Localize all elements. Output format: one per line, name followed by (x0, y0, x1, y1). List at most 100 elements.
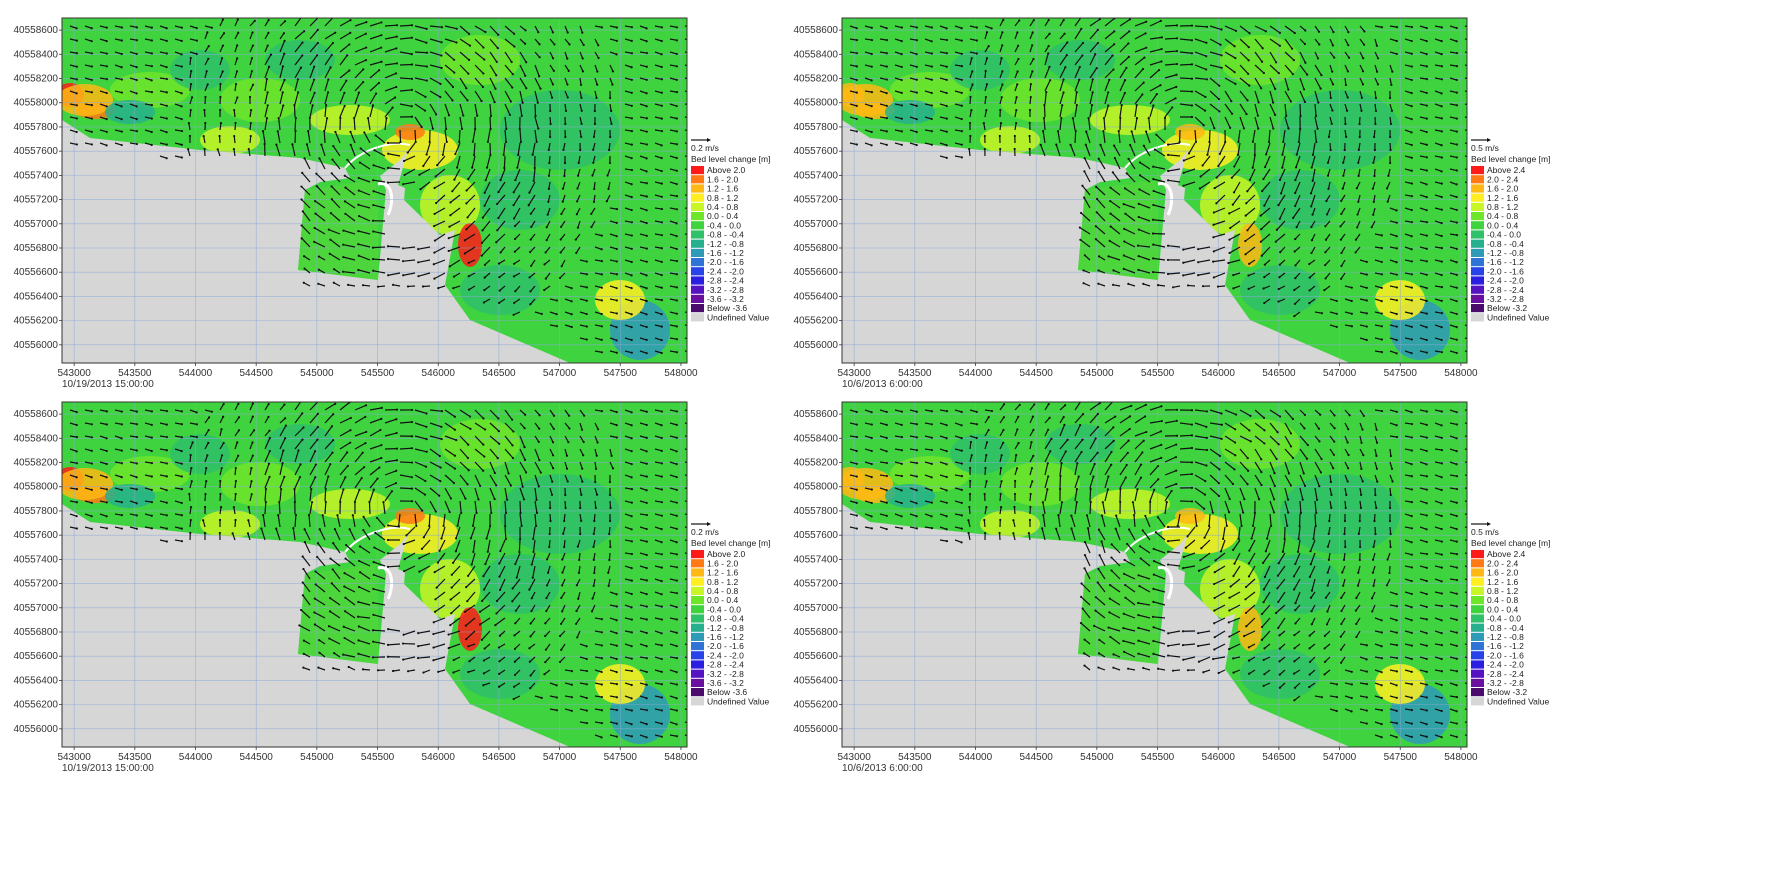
legend-swatch (691, 294, 704, 303)
bed-change-patch (1240, 265, 1320, 315)
y-tick-label: 40556400 (794, 291, 839, 302)
bed-change-patch (220, 462, 300, 506)
y-tick-label: 40557000 (794, 219, 839, 230)
y-tick-label: 40556800 (794, 243, 839, 254)
bed-change-patch (500, 90, 620, 170)
legend-swatch (691, 651, 704, 660)
timestamp-label: 10/6/2013 6:00:00 (842, 379, 923, 390)
legend-item-label: -2.8 - -2.4 (1487, 669, 1524, 679)
x-tick-label: 543500 (898, 752, 932, 763)
legend-swatch (1471, 568, 1484, 577)
x-tick-label: 546000 (422, 368, 456, 379)
x-tick-label: 544000 (179, 368, 213, 379)
legend-item-label: 1.6 - 2.0 (1487, 568, 1518, 578)
x-tick-label: 543000 (57, 368, 91, 379)
legend-swatch (1471, 642, 1484, 651)
legend-swatch (691, 632, 704, 641)
x-tick-label: 546500 (482, 368, 516, 379)
bed-change-patch (310, 105, 390, 135)
legend-swatch (691, 678, 704, 687)
harbour-basin (1078, 180, 1158, 280)
legend-swatch (1471, 605, 1484, 614)
bed-change-patch (1220, 419, 1300, 469)
bed-change-patch (62, 84, 113, 116)
y-tick-label: 40557400 (794, 170, 839, 181)
legend-item-label: -2.8 - -2.4 (707, 660, 744, 670)
y-tick-label: 40557000 (14, 603, 59, 614)
y-tick-label: 40558400 (14, 49, 59, 60)
legend-item-label: 0.8 - 1.2 (707, 193, 738, 203)
map-svg: 40558600 40558400 40558200 40558000 40557800… (14, 17, 770, 390)
legend-swatch (1471, 678, 1484, 687)
legend-item-label: -3.2 - -2.8 (1487, 294, 1524, 304)
x-tick-label: 544000 (179, 752, 213, 763)
legend-item-label: 0.4 - 0.8 (1487, 211, 1518, 221)
legend-item-label: 1.6 - 2.0 (707, 174, 738, 184)
legend-item-label: 0.0 - 0.4 (1487, 220, 1518, 230)
y-tick-label: 40558600 (14, 25, 59, 36)
y-tick-label: 40558600 (794, 25, 839, 36)
y-tick-label: 40557000 (14, 219, 59, 230)
timestamp-label: 10/19/2013 15:00:00 (62, 379, 154, 390)
bed-change-patch (1220, 35, 1300, 85)
legend-swatch (1471, 614, 1484, 623)
y-tick-label: 40558000 (14, 482, 59, 493)
x-tick-label: 543500 (898, 368, 932, 379)
scale-label: 0.5 m/s (1471, 527, 1499, 537)
legend-title: Bed level change [m] (691, 538, 770, 548)
x-tick-label: 546000 (1202, 368, 1236, 379)
legend-swatch (1471, 212, 1484, 221)
y-tick-label: 40556600 (794, 267, 839, 278)
x-tick-label: 543500 (118, 752, 152, 763)
plot-frame (61, 401, 688, 748)
legend-item-label: -1.6 - -1.2 (1487, 257, 1524, 267)
y-tick-label: 40557200 (14, 579, 59, 590)
land-area (842, 504, 1350, 747)
legend-swatch (691, 221, 704, 230)
bed-change-patch (1238, 223, 1262, 267)
legend-item-label: Below -3.2 (1487, 303, 1527, 313)
bed-change-patch (1200, 559, 1260, 619)
velocity-arrows (849, 402, 1467, 739)
legend-swatch (1471, 175, 1484, 184)
legend-item-label: Above 2.0 (707, 165, 746, 175)
legend-item-label: -3.2 - -2.8 (707, 285, 744, 295)
legend-swatch (1471, 230, 1484, 239)
y-tick-label: 40558200 (14, 458, 59, 469)
bed-change-patch (1238, 607, 1262, 651)
legend-swatch (1471, 623, 1484, 632)
x-tick-label: 543000 (837, 368, 871, 379)
x-tick-label: 547000 (543, 368, 577, 379)
x-tick-label: 547000 (1323, 368, 1357, 379)
bed-change-patch (200, 126, 260, 154)
x-tick-label: 545500 (361, 368, 395, 379)
legend-item-label: -0.8 - -0.4 (707, 614, 744, 624)
harbour-basin (298, 564, 378, 664)
y-tick-label: 40558200 (794, 74, 839, 85)
x-tick-label: 547500 (604, 752, 638, 763)
legend-swatch (691, 193, 704, 202)
legend-item-label: -2.0 - -1.6 (1487, 266, 1524, 276)
legend-item-label: -2.4 - -2.0 (707, 650, 744, 660)
bed-change-patch (1045, 424, 1115, 464)
y-tick-label: 40556400 (794, 675, 839, 686)
bed-change-patch (890, 72, 970, 108)
legend-swatch (691, 248, 704, 257)
bed-change-patch (395, 508, 425, 524)
bed-change-patch (200, 510, 260, 538)
bed-change-patch (265, 424, 335, 464)
legend-swatch (1471, 550, 1484, 559)
bed-change-patch (420, 175, 480, 235)
legend-undefined-label: Undefined Value (707, 696, 769, 706)
x-tick-label: 546000 (422, 752, 456, 763)
y-tick-label: 40557600 (14, 146, 59, 157)
legend-item-label: -0.8 - -0.4 (707, 230, 744, 240)
x-tick-label: 545500 (1141, 368, 1175, 379)
y-tick-label: 40557200 (14, 195, 59, 206)
legend-item-label: -0.4 - 0.0 (1487, 230, 1521, 240)
legend-item-label: -0.8 - -0.4 (1487, 623, 1524, 633)
legend-item-label: -0.8 - -0.4 (1487, 239, 1524, 249)
legend-undefined-label: Undefined Value (1487, 312, 1549, 322)
bed-change-patch (1280, 474, 1400, 554)
y-tick-label: 40557400 (14, 170, 59, 181)
